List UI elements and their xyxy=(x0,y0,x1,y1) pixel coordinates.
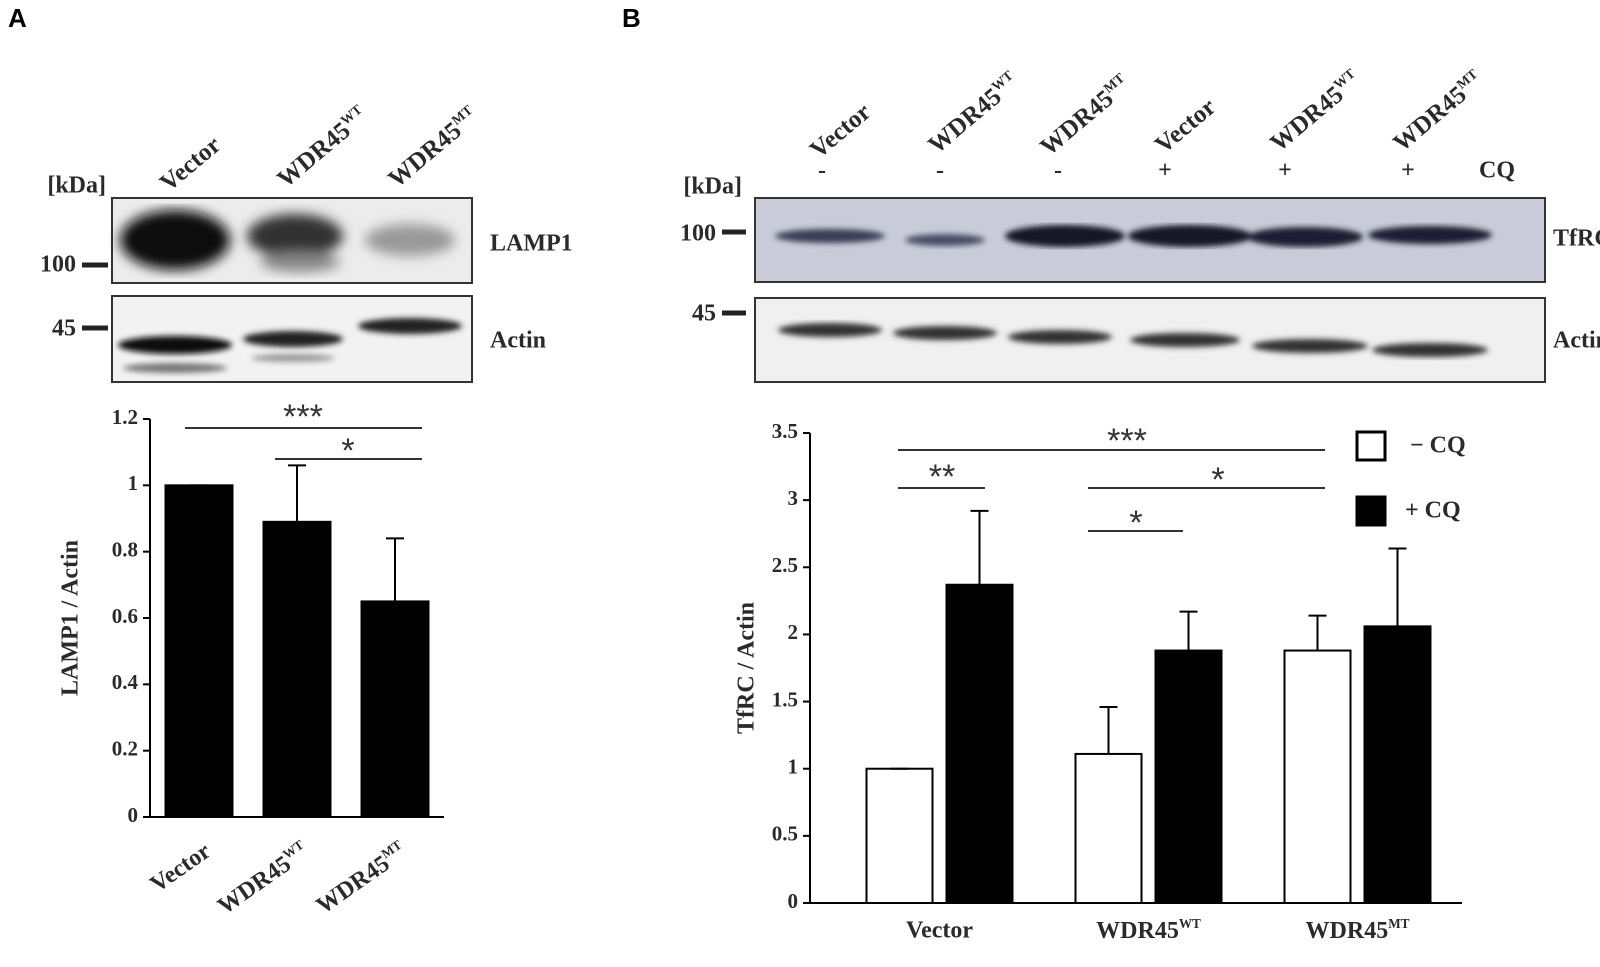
legend-label: − CQ xyxy=(1410,433,1466,459)
label-base: WDR45 xyxy=(1388,81,1471,157)
lane-label: WDR45MT xyxy=(1034,70,1135,161)
marker-label: 100 xyxy=(40,252,76,278)
label-base: WDR45 xyxy=(213,851,296,920)
bar xyxy=(1074,752,1143,905)
x-tick-label: WDR45WT xyxy=(1096,916,1201,944)
label-base: WDR45 xyxy=(923,83,1006,159)
marker-label: 45 xyxy=(52,316,76,342)
treatment-sign: + xyxy=(1401,158,1415,184)
blot-bands xyxy=(118,318,462,373)
label-base: WDR45 xyxy=(383,117,466,193)
blot-bands xyxy=(778,323,1488,357)
y-tick-label: 1.2 xyxy=(112,405,138,429)
y-tick-label: 2.5 xyxy=(772,553,798,577)
bar xyxy=(164,484,234,818)
lane-label: Vector xyxy=(805,98,876,164)
band-label: Actin xyxy=(490,328,546,354)
label-base: WDR45 xyxy=(272,117,355,193)
lane-label: Vector xyxy=(1150,93,1221,159)
treatment-sign: - xyxy=(1054,158,1062,184)
lane-label: WDR45WT xyxy=(1264,65,1366,157)
label-base: WDR45 xyxy=(1096,918,1179,944)
x-tick-label: WDR45MT xyxy=(310,836,411,919)
band-label: Actin xyxy=(1553,328,1600,354)
panel-label: B xyxy=(622,3,641,33)
x-tick-label: Vector xyxy=(146,838,216,898)
y-tick-label: 0.8 xyxy=(112,537,138,561)
significance-label: * xyxy=(341,432,354,470)
bar xyxy=(1283,649,1352,904)
bar xyxy=(262,520,332,818)
significance-label: * xyxy=(1129,504,1142,542)
y-tick-label: 1.5 xyxy=(772,687,798,711)
y-tick-label: 0.2 xyxy=(112,736,138,760)
label-superscript: MT xyxy=(1388,916,1409,931)
blot-a: [kDa] 100 45 LAMP1 Actin Vector WDR45WT … xyxy=(40,101,573,383)
y-tick-label: 3.5 xyxy=(772,419,798,443)
bar xyxy=(865,767,934,905)
legend-swatch xyxy=(1355,430,1387,462)
label-base: WDR45 xyxy=(312,850,395,919)
bar xyxy=(1154,649,1223,904)
band-label: TfRC xyxy=(1553,226,1600,252)
kda-label: [kDa] xyxy=(683,174,742,200)
marker-label: 100 xyxy=(680,221,716,247)
x-tick-label: WDR45MT xyxy=(1306,916,1410,944)
panel-label: A xyxy=(8,3,27,33)
treatment-sign: - xyxy=(936,158,944,184)
bar xyxy=(945,583,1014,904)
label-base: WDR45 xyxy=(1265,81,1348,157)
treatment-sign: + xyxy=(1158,158,1172,184)
y-tick-label: 1 xyxy=(128,471,139,495)
x-tick-label: WDR45WT xyxy=(212,836,314,919)
legend-swatch xyxy=(1355,495,1387,527)
y-tick-label: 3 xyxy=(788,486,799,510)
band-label: LAMP1 xyxy=(490,231,573,257)
treatment-sign: - xyxy=(818,158,826,184)
legend-label: + CQ xyxy=(1405,498,1461,524)
y-tick-label: 0 xyxy=(788,889,799,913)
y-tick-label: 0.4 xyxy=(112,670,139,694)
blot-bands xyxy=(775,225,1492,247)
y-axis-label: LAMP1 / Actin xyxy=(58,540,84,696)
significance-label: *** xyxy=(283,398,323,436)
treatment-label: CQ xyxy=(1479,158,1515,184)
lane-label: WDR45MT xyxy=(382,102,483,193)
y-tick-label: 0.5 xyxy=(772,822,798,846)
bar xyxy=(360,600,430,819)
marker-label: 45 xyxy=(692,301,716,327)
label-base: WDR45 xyxy=(1035,85,1118,161)
bar xyxy=(1363,625,1432,904)
y-tick-label: 0.6 xyxy=(112,604,138,628)
y-tick-label: 2 xyxy=(788,620,799,644)
label-base: WDR45 xyxy=(1306,918,1389,944)
significance-label: *** xyxy=(1107,422,1147,460)
kda-label: [kDa] xyxy=(47,173,106,199)
y-axis-label: TfRC / Actin xyxy=(734,602,760,734)
lane-label: WDR45WT xyxy=(271,101,373,193)
lane-label: Vector xyxy=(155,131,226,197)
significance-label: * xyxy=(1211,461,1224,499)
lane-label: WDR45MT xyxy=(1387,66,1488,157)
blot-bands xyxy=(120,210,455,272)
blot-b: [kDa] 100 45 TfRC Actin CQ xyxy=(680,158,1600,383)
treatment-sign: + xyxy=(1278,158,1292,184)
y-tick-label: 0 xyxy=(128,803,139,827)
label-superscript: WT xyxy=(1179,916,1201,931)
lane-label: WDR45WT xyxy=(922,67,1024,159)
x-tick-label: Vector xyxy=(906,918,973,944)
significance-label: ** xyxy=(929,458,955,496)
y-tick-label: 1 xyxy=(788,755,799,779)
